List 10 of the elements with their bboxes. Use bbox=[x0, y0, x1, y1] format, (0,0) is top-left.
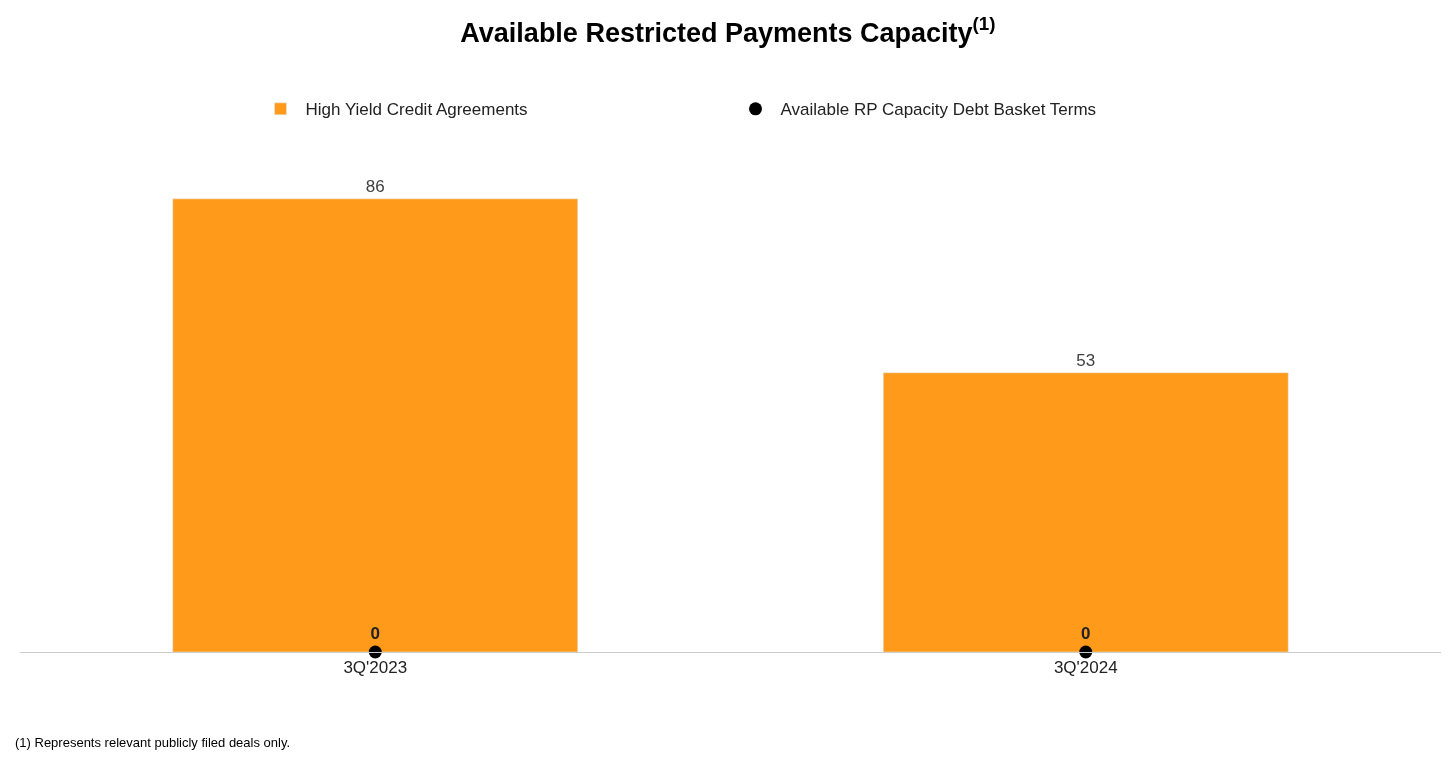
data-label: 86 bbox=[365, 176, 385, 196]
x-tick-label: 3Q'2024 bbox=[1053, 658, 1118, 678]
text: (1) Represents relevant publicly filed deals only. bbox=[15, 735, 291, 750]
x-tick-label: 3Q'2023 bbox=[343, 658, 408, 678]
data-label: 0 bbox=[1081, 623, 1091, 643]
chart-title: Available Restricted Payments Capacity$^{(1)}$ bbox=[460, 13, 996, 48]
legend-label: Available RP Capacity Debt Basket Terms bbox=[780, 100, 1097, 120]
data-label: 0 bbox=[370, 623, 380, 643]
legend-label: High Yield Credit Agreements bbox=[305, 100, 528, 120]
data-label: 53 bbox=[1076, 350, 1096, 370]
